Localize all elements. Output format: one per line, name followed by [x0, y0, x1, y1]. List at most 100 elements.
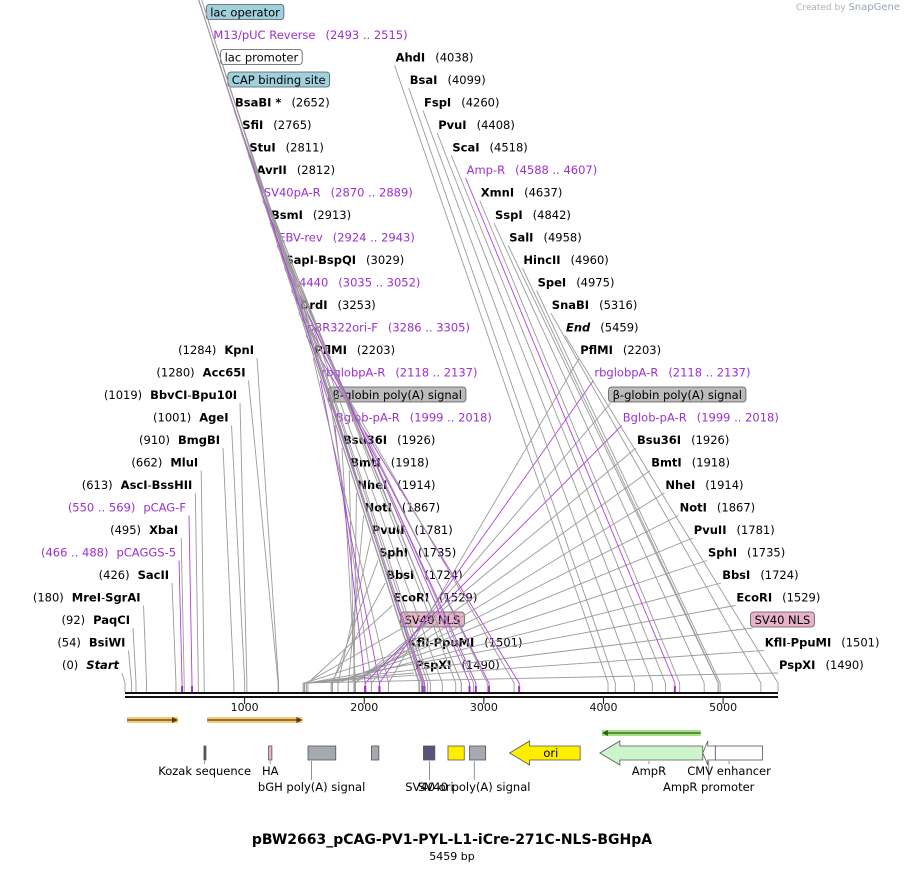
site-name: SV40pA-R	[264, 186, 321, 200]
site-coordinate: (2493 .. 2515)	[325, 28, 407, 42]
site-leader-line	[370, 402, 611, 692]
site-enzyme: (426) SacII	[99, 568, 177, 692]
site-name-alt: Bpu10I	[192, 388, 237, 402]
site-leader-line	[550, 312, 762, 692]
site-leader-line	[121, 672, 126, 692]
site-leader-line	[247, 155, 462, 692]
site-leader-line	[353, 470, 651, 692]
site-leader-line	[233, 110, 443, 692]
watermark-brand: SnapGene	[848, 2, 900, 13]
site-name: rbglobpA-R	[594, 366, 658, 380]
site-name: SfiI	[242, 118, 263, 132]
feature-block	[469, 745, 487, 761]
site-coordinate: (2870 .. 2889)	[331, 186, 413, 200]
site-name: HincII	[523, 253, 560, 267]
site-coordinate: (1999 .. 2018)	[697, 411, 779, 425]
site-enzyme: PvuI (4408)	[436, 118, 653, 692]
primer-binding-mark	[190, 686, 193, 692]
site-name: NotI	[680, 501, 707, 515]
site-leader-line	[304, 650, 764, 692]
orf-arrowhead	[601, 730, 608, 736]
site-coordinate: (4958)	[543, 231, 581, 245]
site-leader-line	[347, 515, 679, 692]
site-name: BbvCI	[150, 388, 187, 402]
site-leader-line	[171, 582, 177, 692]
site-coordinate: (1926)	[691, 433, 729, 447]
site-enzyme: (180) MreI - SgrAI	[33, 591, 147, 692]
site-enzyme: SalI (4958)	[507, 231, 719, 692]
site-coordinate: (1999 .. 2018)	[410, 411, 492, 425]
site-enzyme: SspI (4842)	[493, 208, 705, 692]
site-separator: -	[101, 591, 105, 605]
site-leader-line	[198, 0, 420, 692]
site-enzyme: AhdI (4038)	[394, 51, 609, 692]
site-name: AgeI	[199, 411, 228, 425]
site-name: SphI	[379, 546, 408, 560]
orf-arrowhead	[296, 717, 303, 723]
site-leader-line	[305, 627, 753, 692]
site-coordinate: (1918)	[692, 456, 730, 470]
site-coordinate: (3029)	[366, 253, 404, 267]
feature-label: bGH poly(A) signal	[258, 780, 365, 794]
site-enzyme: (1019) BbvCI - Bpu10I	[104, 388, 248, 692]
primer-binding-mark	[423, 686, 426, 692]
feature-tag-label: lac operator	[210, 6, 280, 20]
site-primer: rbglobpA-R (2118 .. 2137)	[378, 366, 750, 692]
site-name: SnaBI	[552, 298, 589, 312]
feature-tag-box	[220, 49, 303, 65]
site-enzyme: PspXI (1490)	[302, 658, 864, 692]
feature-tag-label: CAP binding site	[232, 73, 326, 87]
site-name: pCAGGS-5	[116, 546, 176, 560]
site-name: pBR322ori-F	[307, 321, 378, 335]
site-name-alt: PpuMI	[791, 636, 832, 650]
feature-label: CMV enhancer	[687, 764, 771, 778]
site-leader-line	[143, 605, 147, 692]
site-separator: -	[187, 388, 191, 402]
site-enzyme: BsaBI * (2652)	[233, 96, 443, 692]
site-coordinate: (2812)	[297, 163, 335, 177]
site-coordinate: (4260)	[461, 96, 499, 110]
site-coordinate: (613)	[82, 478, 113, 492]
site-coordinate: (1781)	[414, 523, 452, 537]
feature-label: AmpR	[632, 764, 666, 778]
primer-binding-mark	[364, 686, 367, 692]
site-coordinate: (1918)	[391, 456, 429, 470]
plasmid-title: pBW2663_pCAG-PV1-PYL-L1-iCre-271C-NLS-BG…	[251, 832, 653, 848]
site-name-alt: BspQI	[318, 253, 356, 267]
site-name: Amp-R	[467, 163, 506, 177]
site-name: XbaI	[149, 523, 178, 537]
feature-block	[268, 745, 273, 761]
feature-inline-label: ori	[543, 746, 558, 760]
site-name: PvuII	[694, 523, 727, 537]
site-name: Start	[86, 658, 119, 672]
feature-arrow	[599, 740, 704, 766]
site-coordinate: (2118 .. 2137)	[668, 366, 750, 380]
site-coordinate: (1724)	[424, 568, 462, 582]
site-name: End	[566, 321, 591, 335]
site-name: Acc65I	[203, 366, 246, 380]
site-coordinate: (2924 .. 2943)	[333, 231, 415, 245]
orf-arrowhead	[172, 717, 179, 723]
site-separator: -	[314, 253, 318, 267]
site-coordinate: (1501)	[841, 636, 879, 650]
feature-label: AmpR promoter	[663, 780, 755, 794]
site-name: AhdI	[396, 51, 426, 65]
site-leader-line	[231, 425, 246, 692]
site-name: PspXI	[779, 658, 815, 672]
site-name: BsaI	[410, 73, 438, 87]
watermark-prefix: Created by	[796, 3, 846, 13]
site-coordinate: (1280)	[156, 366, 194, 380]
site-coordinate: (3286 .. 3305)	[388, 321, 470, 335]
site-leader-line	[536, 290, 721, 692]
site-name: pCAG-F	[143, 501, 186, 515]
site-feature: β-globin poly(A) signal	[370, 386, 747, 692]
site-feature: lac operator	[205, 4, 425, 692]
site-feature: M13 rev	[201, 0, 422, 692]
site-leader-line	[239, 402, 248, 692]
site-enzyme: (910) BmgBI	[139, 433, 235, 692]
site-coordinate: (1914)	[397, 478, 435, 492]
site-coordinate: (426)	[99, 568, 130, 582]
site-name: StuI	[249, 141, 275, 155]
site-coordinate: (5316)	[599, 298, 637, 312]
